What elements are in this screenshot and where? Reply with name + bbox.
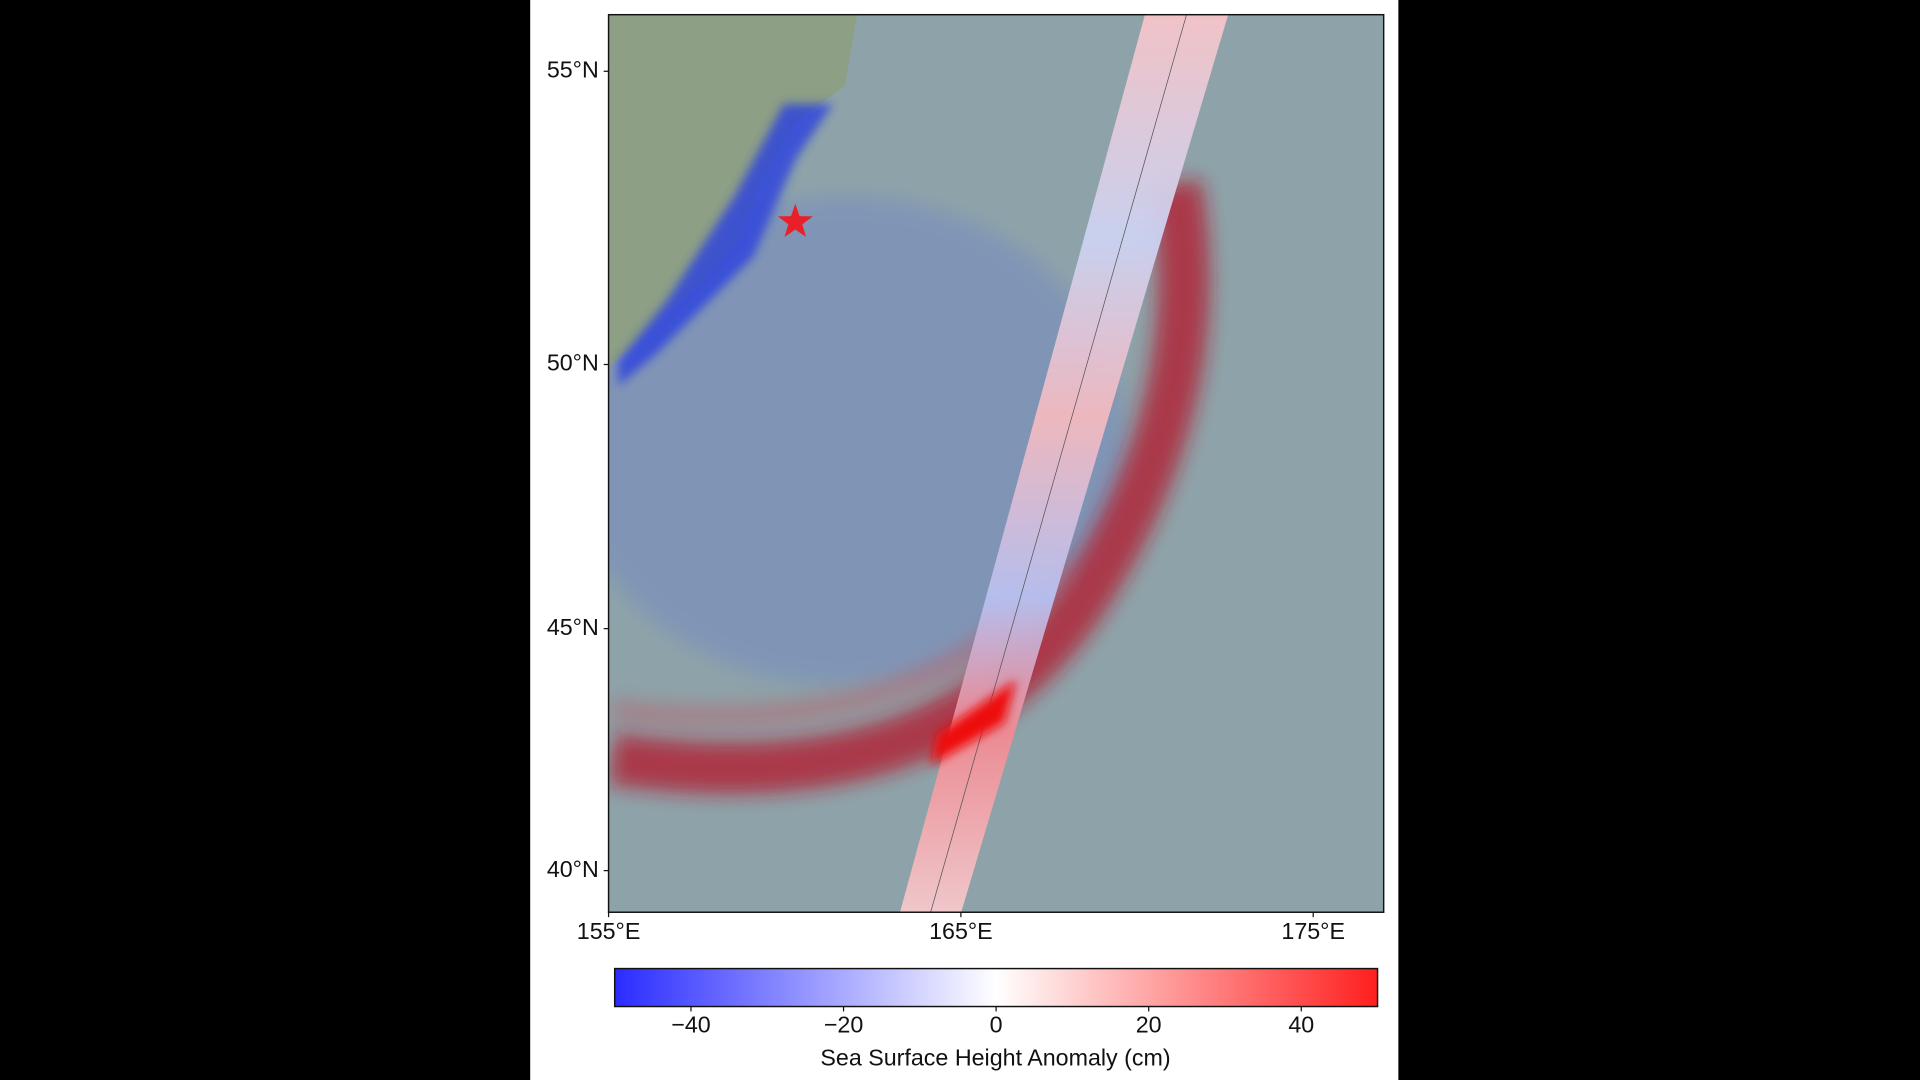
colorbar-tick-label: −20 bbox=[824, 1011, 864, 1037]
lat-tick-label: 50°N bbox=[547, 350, 599, 376]
lon-tick-label: 155°E bbox=[577, 918, 641, 944]
colorbar bbox=[613, 967, 1379, 1008]
map-imagery bbox=[608, 14, 1384, 913]
epicenter bbox=[777, 203, 813, 237]
lon-tick-label: 165°E bbox=[929, 918, 993, 944]
satellite-swath bbox=[900, 14, 1229, 913]
swath-peak bbox=[930, 679, 1017, 766]
colorbar-tick-label: 40 bbox=[1288, 1011, 1314, 1037]
lat-tick-label: 55°N bbox=[547, 56, 599, 82]
land bbox=[608, 14, 858, 368]
map-frame bbox=[607, 13, 1385, 913]
lat-tick-label: 40°N bbox=[547, 856, 599, 882]
swath-centerline bbox=[930, 14, 1187, 913]
lon-tick-label: 175°E bbox=[1281, 918, 1345, 944]
colorbar-tick-label: 20 bbox=[1136, 1011, 1162, 1037]
lat-tick-label: 45°N bbox=[547, 614, 599, 640]
coastal-anomaly bbox=[618, 104, 833, 386]
colorbar-label: Sea Surface Height Anomaly (cm) bbox=[820, 1044, 1170, 1070]
tsunami-front bbox=[608, 179, 1210, 794]
colorbar-tick-label: 0 bbox=[990, 1011, 1003, 1037]
colorbar-tick-label: −40 bbox=[671, 1011, 711, 1037]
